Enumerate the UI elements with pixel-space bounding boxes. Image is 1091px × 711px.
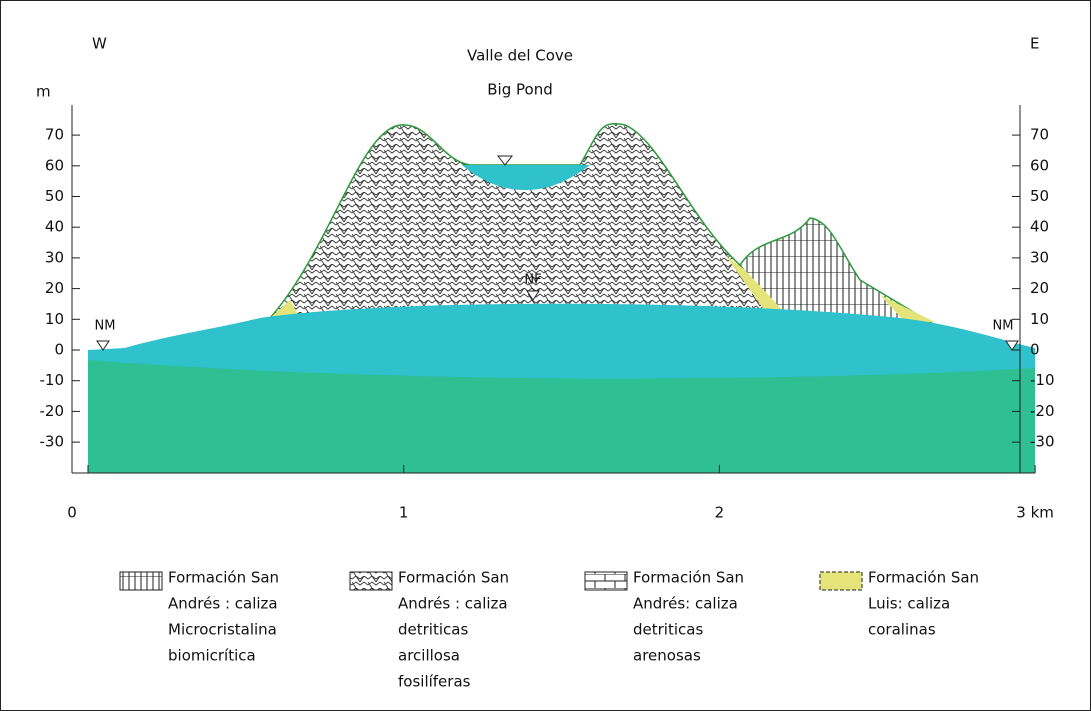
pond: [462, 165, 590, 190]
y-tick-label: 20: [45, 279, 64, 297]
legend-text: fosilíferas: [398, 673, 471, 691]
y-tick-label: 50: [1030, 187, 1049, 205]
y-tick-label: 60: [1030, 156, 1049, 174]
west-label: W: [92, 35, 107, 53]
legend-text: Luis: caliza: [868, 595, 950, 613]
y-tick-label: -10: [40, 371, 65, 389]
legend-text: Microcristalina: [168, 621, 277, 639]
y-tick-label: 40: [1030, 218, 1049, 236]
nm-right: NM: [993, 319, 1014, 334]
y-tick-label: 0: [54, 341, 64, 359]
nm-left: NM: [95, 319, 116, 334]
y-tick-label: 50: [45, 187, 64, 205]
y-tick-label: 40: [45, 218, 64, 236]
x-tick-label: 3 km: [1016, 504, 1054, 522]
y-tick-label: 70: [1030, 126, 1049, 144]
y-tick-label: 10: [1030, 310, 1049, 328]
y-tick-label: 10: [45, 310, 64, 328]
x-tick-label: 0: [67, 504, 77, 522]
legend-text: detriticas: [633, 621, 703, 639]
legend-swatch: [119, 571, 163, 591]
y-tick-label: 60: [45, 156, 64, 174]
legend-text: Formación San: [168, 569, 279, 587]
legend-text: Andrés : caliza: [398, 595, 508, 613]
y-tick-label: -10: [1030, 371, 1055, 389]
title: Valle del Cove: [467, 47, 573, 65]
legend-text: Formación San: [868, 569, 979, 587]
y-tick-label: -20: [1030, 402, 1055, 420]
legend-swatch: [349, 571, 393, 591]
x-tick-label: 1: [399, 504, 409, 522]
legend-text: biomicrítica: [168, 647, 256, 665]
y-tick-label: -30: [1030, 433, 1055, 451]
legend-text: coralinas: [868, 621, 936, 639]
legend-swatch: [584, 571, 628, 591]
legend-swatch: [819, 571, 863, 591]
y-tick-label: -30: [40, 433, 65, 451]
hill-arenosa: [739, 217, 933, 323]
east-label: E: [1030, 35, 1039, 53]
legend-text: Formación San: [398, 569, 509, 587]
legend-text: Andrés: caliza: [633, 595, 738, 613]
coralinas: [270, 255, 935, 322]
legend-text: Formación San: [633, 569, 744, 587]
nf-label: NF: [524, 273, 541, 288]
y-tick-label: 70: [45, 126, 64, 144]
water-level-marker: [96, 155, 1019, 351]
y-tick-label: 0: [1030, 341, 1040, 359]
y-tick-label: 30: [45, 248, 64, 266]
aquifer: [88, 303, 1035, 379]
x-tick-label: 2: [715, 504, 725, 522]
legend-text: arcillosa: [398, 647, 460, 665]
legend-text: detriticas: [398, 621, 468, 639]
legend-text: arenosas: [633, 647, 701, 665]
y-tick-label: 20: [1030, 279, 1049, 297]
legend-text: Andrés : caliza: [168, 595, 278, 613]
y-tick-label: -20: [40, 402, 65, 420]
subtitle: Big Pond: [487, 81, 552, 99]
unit: m: [36, 83, 51, 101]
y-tick-label: 30: [1030, 248, 1049, 266]
